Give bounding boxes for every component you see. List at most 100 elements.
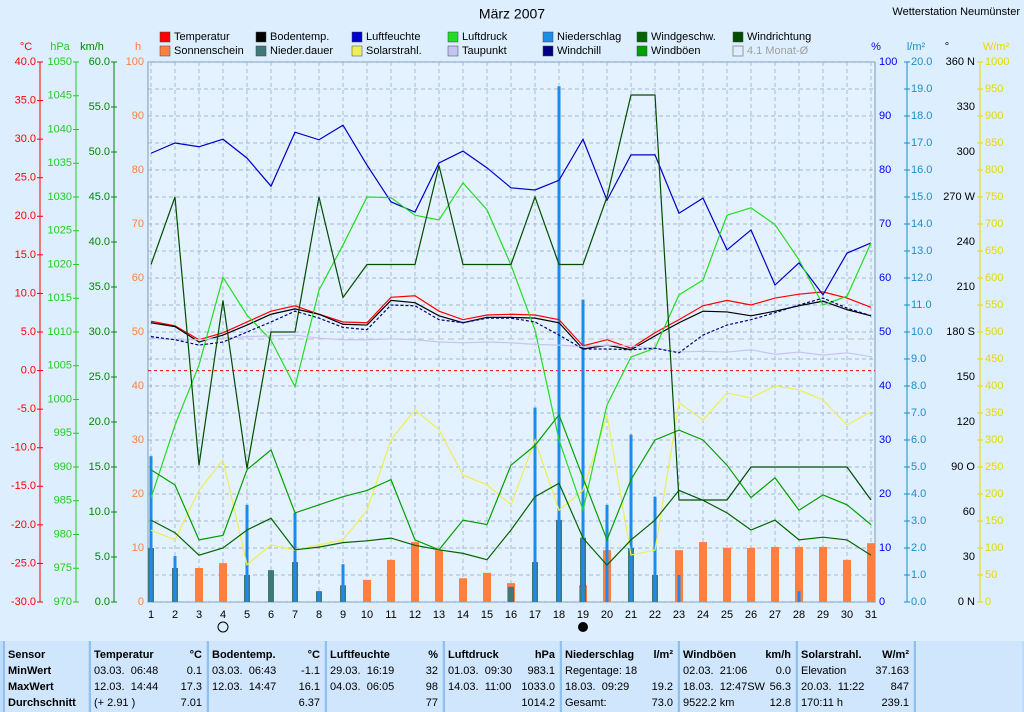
table-row: Regentage: 18 bbox=[562, 663, 677, 679]
legend-label: Bodentemp. bbox=[270, 31, 329, 43]
y-tick-label: 5.0 bbox=[95, 551, 110, 563]
x-tick-label: 20 bbox=[601, 609, 613, 621]
legend-swatch bbox=[636, 45, 648, 57]
legend-label: Niederschlag bbox=[557, 31, 621, 43]
bar bbox=[293, 512, 297, 602]
cell-left: 170:11 h bbox=[801, 697, 844, 709]
series-line bbox=[150, 299, 872, 351]
table-header: Luftfeuchte% bbox=[327, 647, 442, 663]
y-tick-label: 500 bbox=[985, 326, 1003, 338]
y-tick-label: 1000 bbox=[48, 393, 72, 405]
legend-swatch bbox=[351, 45, 363, 57]
table-row: 18.03. 12:47SW 56.3 bbox=[680, 679, 795, 695]
axis-unit-label: h bbox=[135, 41, 141, 53]
y-tick-label: 600 bbox=[985, 272, 1003, 284]
y-tick-label: 300 bbox=[957, 146, 975, 158]
cell-left: (+ 2.91 ) bbox=[94, 697, 136, 709]
y-tick-label: 10.0 bbox=[89, 506, 110, 518]
bar bbox=[771, 546, 779, 602]
bar bbox=[435, 550, 443, 602]
table-row: 170:11 h 239.1 bbox=[798, 695, 913, 711]
cell-right: 17.3 bbox=[180, 681, 202, 693]
legend-swatch bbox=[447, 45, 459, 57]
y-tick-label: 50 bbox=[132, 326, 144, 338]
legend-label: Temperatur bbox=[174, 31, 230, 43]
column-title: Solarstrahl. bbox=[801, 649, 862, 661]
legend-checkbox bbox=[732, 45, 744, 57]
bar bbox=[819, 546, 827, 602]
cell-right: 0.1 bbox=[186, 665, 202, 677]
x-tick-label: 12 bbox=[409, 609, 421, 621]
legend-label: Taupunkt bbox=[462, 45, 507, 57]
y-tick-label: 2.0 bbox=[911, 542, 926, 554]
y-tick-label: 700 bbox=[985, 218, 1003, 230]
table-header: Sensor bbox=[5, 647, 88, 663]
cell-right: 1033.0 bbox=[521, 681, 555, 693]
bar bbox=[268, 570, 274, 602]
y-tick-label: 1040 bbox=[48, 123, 72, 135]
y-tick-label: 0.0 bbox=[21, 364, 36, 376]
cell-left: MaxWert bbox=[8, 681, 54, 693]
y-tick-label: 17.0 bbox=[911, 137, 932, 149]
x-tick-label: 4 bbox=[220, 609, 226, 621]
legend-label: Sonnenschein bbox=[174, 45, 244, 57]
y-tick-label: -5.0 bbox=[17, 403, 36, 415]
table-row: 1014.2 bbox=[445, 695, 559, 711]
legend-label: Nieder.dauer bbox=[270, 45, 333, 57]
column-unit: °C bbox=[189, 649, 202, 661]
y-tick-label: 4.0 bbox=[911, 488, 926, 500]
cell-left: 01.03. 09:30 bbox=[448, 665, 513, 677]
y-tick-label: 550 bbox=[985, 299, 1003, 311]
table-header: Niederschlag l/m² bbox=[562, 647, 677, 663]
column-title: Windböen bbox=[683, 649, 737, 661]
axis-unit-label: W/m² bbox=[983, 41, 1010, 53]
y-tick-label: 25.0 bbox=[89, 371, 110, 383]
table-row: 77 bbox=[327, 695, 442, 711]
x-tick-label: 22 bbox=[649, 609, 661, 621]
bar bbox=[411, 542, 419, 602]
y-tick-label: 100 bbox=[985, 542, 1003, 554]
x-tick-label: 10 bbox=[361, 609, 373, 621]
cell-right: 16.1 bbox=[298, 681, 320, 693]
y-tick-label: 975 bbox=[54, 562, 72, 574]
y-tick-label: 800 bbox=[985, 164, 1003, 176]
column-unit: hPa bbox=[534, 649, 555, 661]
cell-right: 983.1 bbox=[527, 665, 555, 677]
bar bbox=[581, 299, 585, 602]
bar bbox=[341, 564, 345, 602]
full-moon-icon bbox=[217, 621, 229, 633]
x-tick-label: 1 bbox=[148, 609, 154, 621]
y-tick-label: 330 bbox=[957, 101, 975, 113]
x-tick-label: 13 bbox=[433, 609, 445, 621]
table-row: 29.03. 16:19 32 bbox=[327, 663, 442, 679]
y-tick-label: 70 bbox=[132, 218, 144, 230]
y-tick-label: 55.0 bbox=[89, 101, 110, 113]
y-tick-label: 30.0 bbox=[15, 133, 36, 145]
x-tick-label: 28 bbox=[793, 609, 805, 621]
bar bbox=[363, 579, 371, 602]
y-tick-label: 16.0 bbox=[911, 164, 932, 176]
y-tick-label: 980 bbox=[54, 528, 72, 540]
bar bbox=[843, 559, 851, 602]
x-tick-label: 19 bbox=[577, 609, 589, 621]
column-title: Temperatur bbox=[94, 649, 154, 661]
column-unit: W/m² bbox=[882, 649, 909, 661]
cell-left: 12.03. 14:44 bbox=[94, 681, 159, 693]
column-unit: °C bbox=[307, 649, 320, 661]
x-tick-label: 18 bbox=[553, 609, 565, 621]
bar bbox=[317, 591, 321, 602]
y-tick-label: 6.0 bbox=[911, 434, 926, 446]
series-line bbox=[150, 482, 872, 566]
legend-swatch bbox=[447, 31, 459, 43]
y-tick-label: 990 bbox=[54, 461, 72, 473]
y-tick-label: 3.0 bbox=[911, 515, 926, 527]
y-tick-label: 120 bbox=[957, 416, 975, 428]
y-tick-label: 15.0 bbox=[89, 461, 110, 473]
cell-left: Gesamt: bbox=[565, 697, 607, 709]
table-column: Windböen km/h 02.03. 21:06 0.0 18.03. 12:47S… bbox=[678, 641, 795, 712]
y-tick-label: 60 bbox=[963, 506, 975, 518]
bar bbox=[605, 504, 609, 602]
cell-left: 14.03. 11:00 bbox=[448, 681, 512, 693]
